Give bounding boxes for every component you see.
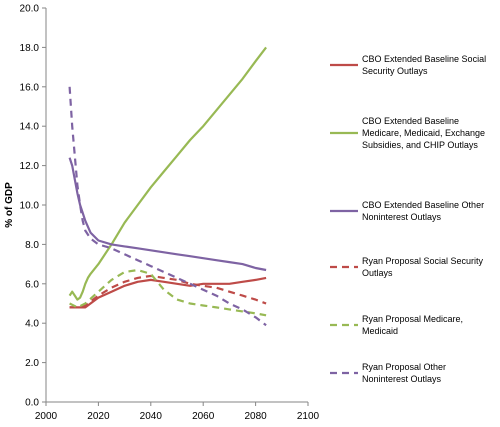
legend-label-2: Medicare, Medicaid, Exchange bbox=[362, 128, 485, 138]
x-tick-label: 2040 bbox=[140, 411, 163, 422]
x-tick-label: 2060 bbox=[192, 411, 215, 422]
y-tick-label: 14.0 bbox=[20, 122, 40, 133]
legend-label-3: Noninterest Outlays bbox=[362, 212, 442, 222]
x-tick-label: 2020 bbox=[87, 411, 110, 422]
axes: 0.0 2.0 4.0 6.0 8.0 10.0 12.0 14.0 16.0 18.0 20.0 2… bbox=[4, 4, 320, 423]
y-tick-label: 20.0 bbox=[20, 4, 40, 15]
legend-label-1: CBO Extended Baseline Social bbox=[362, 54, 486, 64]
legend-label-2: CBO Extended Baseline bbox=[362, 116, 459, 126]
y-tick-label: 16.0 bbox=[20, 82, 40, 93]
legend-label-2: Subsidies, and CHIP Outlays bbox=[362, 140, 478, 150]
x-tick-label: 2000 bbox=[35, 411, 58, 422]
y-tick-label: 6.0 bbox=[25, 279, 39, 290]
x-tick-label: 2080 bbox=[244, 411, 267, 422]
series-line-3 bbox=[68, 157, 267, 272]
legend-label-5: Ryan Proposal Medicare, bbox=[362, 314, 463, 324]
y-tick-label: 2.0 bbox=[25, 358, 39, 369]
x-tick-label: 2100 bbox=[297, 411, 320, 422]
legend-label-4: Ryan Proposal Social Security bbox=[362, 256, 484, 266]
series-line-1 bbox=[69, 276, 267, 309]
y-tick-label: 12.0 bbox=[20, 161, 40, 172]
series-line-4 bbox=[69, 274, 267, 309]
legend: CBO Extended Baseline Social Security Out… bbox=[330, 54, 486, 384]
y-axis-title: % of GDP bbox=[4, 182, 15, 228]
series-line-2 bbox=[68, 46, 267, 301]
legend-label-6: Noninterest Outlays bbox=[362, 374, 442, 384]
y-tick-label: 0.0 bbox=[25, 398, 39, 409]
legend-label-6: Ryan Proposal Other bbox=[362, 362, 446, 372]
plot-area bbox=[68, 46, 267, 327]
legend-label-5: Medicaid bbox=[362, 326, 398, 336]
y-tick-label: 4.0 bbox=[25, 319, 39, 330]
y-tick-label: 8.0 bbox=[25, 240, 39, 251]
legend-label-3: CBO Extended Baseline Other bbox=[362, 200, 484, 210]
legend-label-1: Security Outlays bbox=[362, 66, 428, 76]
y-tick-label: 18.0 bbox=[20, 43, 40, 54]
legend-label-4: Outlays bbox=[362, 268, 393, 278]
series-line-5 bbox=[69, 268, 267, 317]
series-line-6 bbox=[68, 86, 267, 327]
y-tick-label: 10.0 bbox=[20, 201, 40, 212]
